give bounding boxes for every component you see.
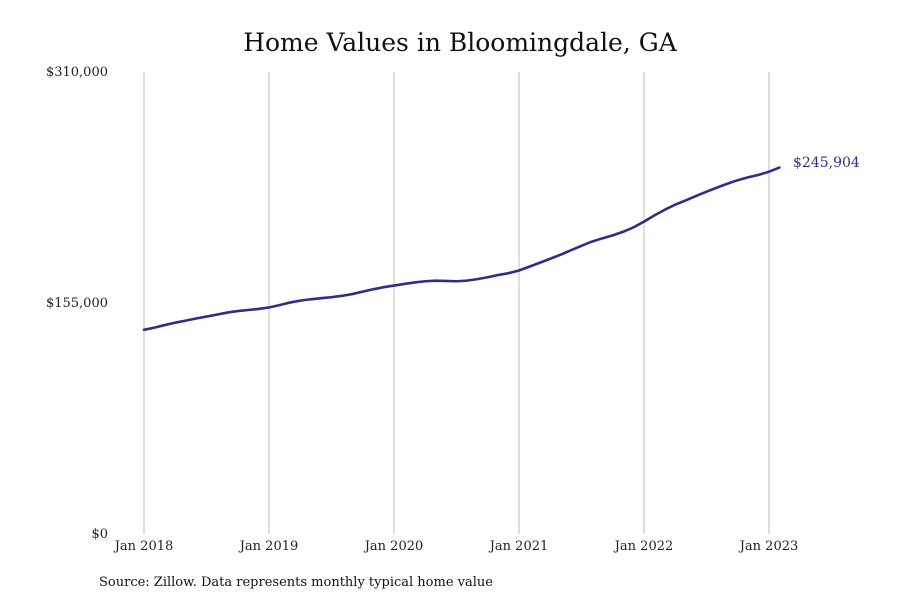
x-tick-label: Jan 2019: [238, 539, 299, 554]
source-note: Source: Zillow. Data represents monthly …: [99, 575, 493, 590]
y-axis-tick-labels: $0 $155,000 $310,000: [46, 65, 108, 542]
x-tick-label: Jan 2021: [488, 539, 549, 554]
chart-title: Home Values in Bloomingdale, GA: [243, 28, 678, 57]
series-group: [142, 166, 781, 332]
y-tick-label: $0: [91, 527, 108, 542]
y-tick-label: $310,000: [46, 65, 108, 80]
x-tick-label: Jan 2018: [113, 539, 174, 554]
x-tick-label: Jan 2022: [613, 539, 674, 554]
y-tick-label: $155,000: [46, 296, 108, 311]
end-value-label: $245,904: [793, 155, 860, 171]
x-axis-tick-labels: Jan 2018 Jan 2019 Jan 2020 Jan 2021 Jan 2022…: [113, 539, 799, 554]
x-tick-label: Jan 2020: [363, 539, 424, 554]
gridlines: [143, 72, 770, 534]
x-tick-label: Jan 2023: [738, 539, 799, 554]
series-line: [142, 166, 781, 332]
